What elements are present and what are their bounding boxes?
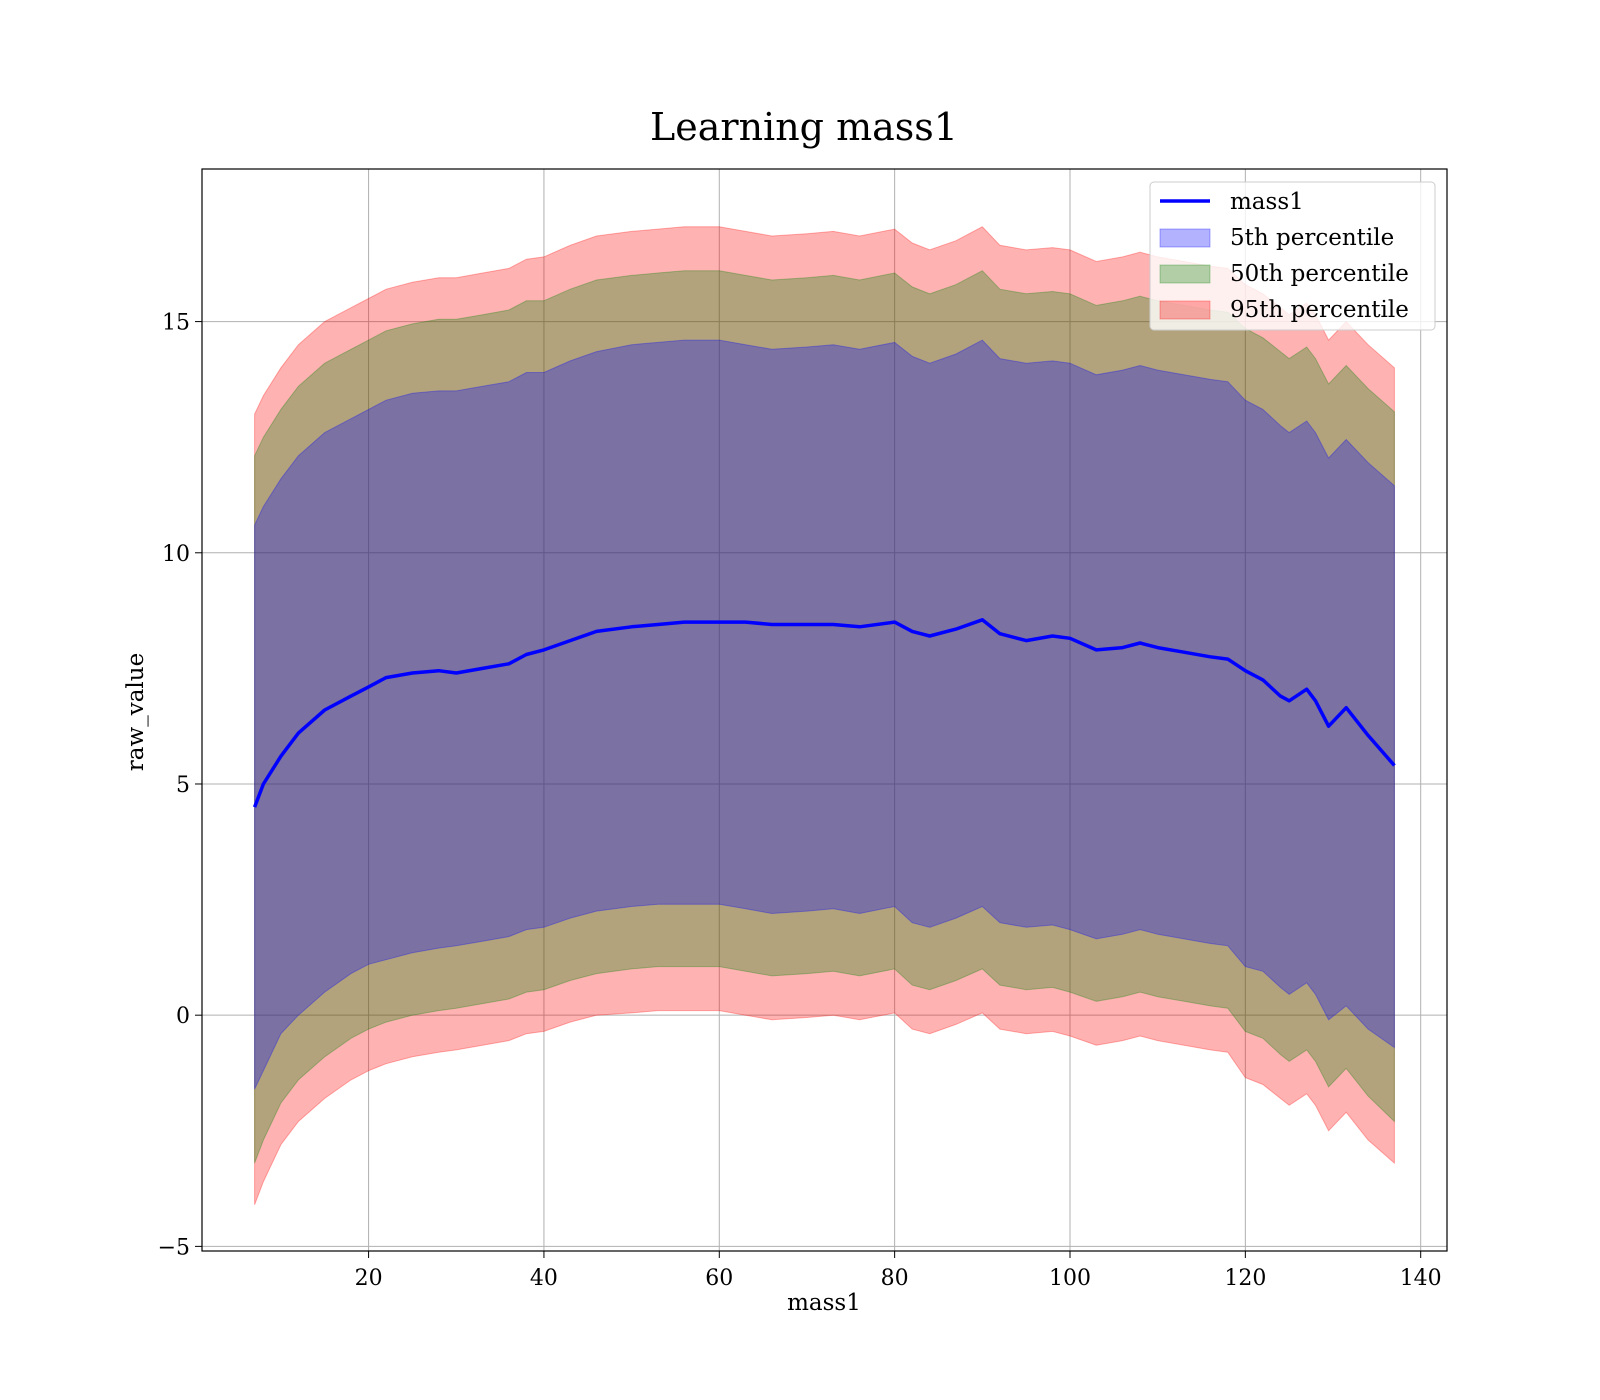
chart-title: Learning mass1 [650,105,958,149]
band-5th-percentile [254,339,1395,1090]
legend-swatch-50th-percentile [1159,264,1211,284]
legend-label-95th-percentile: 95th percentile [1230,297,1409,323]
y-tick-label: 10 [162,542,190,567]
plot-frame [201,168,1448,1252]
grid [202,169,1447,1251]
y-tick-label: 0 [176,1004,190,1029]
legend-swatch-95th-percentile [1159,300,1211,320]
line-mass1 [252,618,1396,808]
y-tick-label: −5 [158,1235,190,1260]
band-50th-percentile [254,270,1395,1164]
x-tick-label: 60 [705,1266,733,1291]
y-tick-label: 15 [162,311,190,336]
band-95th-percentile [254,226,1395,1205]
x-axis-label: mass1 [787,1290,861,1316]
legend-label-50th-percentile: 50th percentile [1230,261,1409,287]
legend-label-5th-percentile: 5th percentile [1230,225,1394,251]
x-tick-label: 40 [530,1266,558,1291]
x-tick-label: 20 [355,1266,383,1291]
percentile-bands [254,226,1395,1205]
x-tick-label: 100 [1049,1266,1091,1291]
axis-ticks: 20 40 60 80 100 120 140 −5 0 5 10 15 [158,311,1442,1291]
x-tick-label: 80 [881,1266,909,1291]
x-tick-label: 120 [1224,1266,1266,1291]
legend-box [1149,181,1436,331]
legend-swatch-5th-percentile [1159,228,1211,248]
series-line [252,618,1396,808]
legend: mass1 5th percentile 50th percentile 95t… [1149,181,1436,331]
y-axis-label: raw_value [123,653,149,771]
legend-label-mass1: mass1 [1230,189,1304,215]
x-tick-label: 140 [1400,1266,1442,1291]
y-tick-label: 5 [176,773,190,798]
